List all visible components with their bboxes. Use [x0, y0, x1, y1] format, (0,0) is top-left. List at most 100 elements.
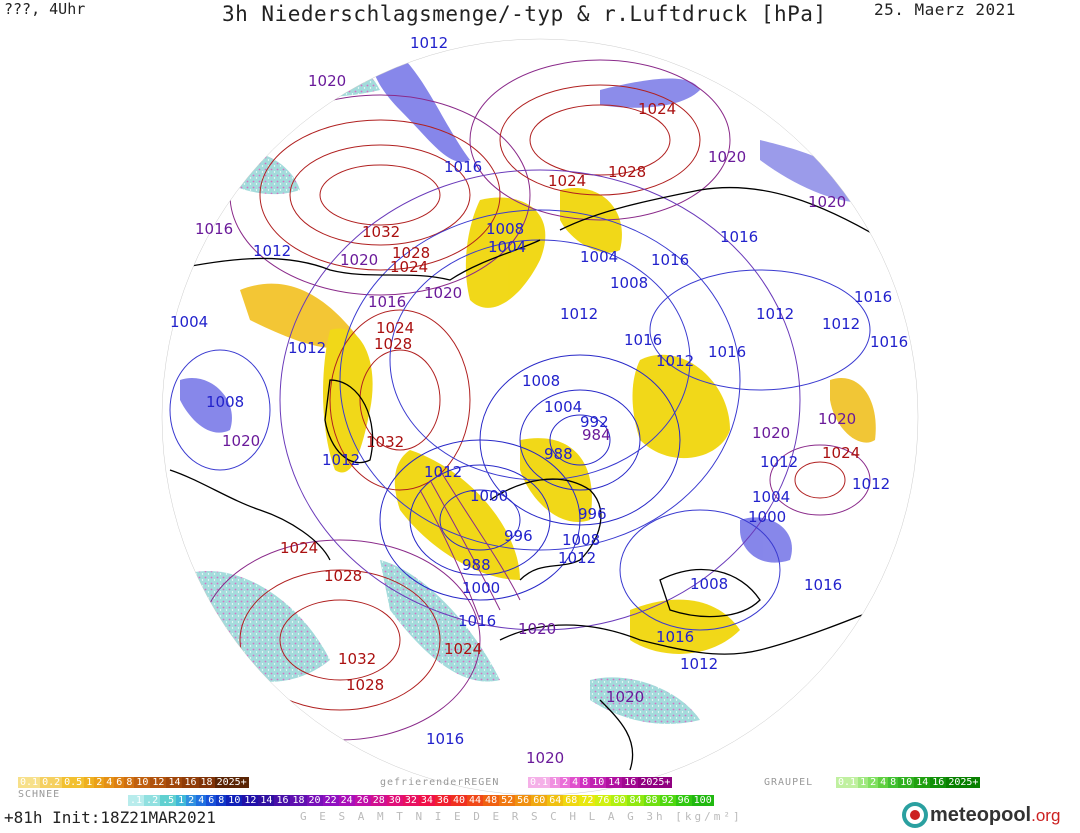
precip-field	[465, 197, 546, 308]
legend-swatch: 48	[483, 795, 500, 806]
legend-swatch: 84	[627, 795, 644, 806]
isobar-label: 1008	[206, 393, 244, 411]
isobar-label: 1000	[462, 579, 500, 597]
isobar-label: 1020	[818, 410, 856, 428]
isobar-label: 1012	[656, 352, 694, 370]
legend-swatch: 10	[134, 777, 151, 788]
coastline-layer	[169, 186, 901, 771]
precip-field	[371, 40, 470, 162]
isobar-label: 1016	[624, 331, 662, 349]
legend-swatch: 10	[226, 795, 243, 806]
graupel-legend-scale: 0.1 1 2 4 8 10 14 16 2025+	[836, 777, 981, 788]
pressure-label-layer: 1012 1020 1016 1024 1028 1020 1024 1020 1016 1012…	[170, 34, 908, 767]
legend-swatch: 6	[206, 795, 217, 806]
isobar-label: 1012	[822, 315, 860, 333]
legend-swatch: 18	[290, 795, 307, 806]
isobar-label: 1024	[444, 640, 482, 658]
legend-swatch: 34	[418, 795, 435, 806]
precip-field	[590, 677, 700, 724]
legend-swatch: 26	[354, 795, 371, 806]
legend-swatch: 92	[659, 795, 676, 806]
isobar-label: 1012	[253, 242, 291, 260]
legend-swatch: 4	[570, 777, 581, 788]
isobar-label: 1032	[366, 433, 404, 451]
legend-swatch: 56	[515, 795, 532, 806]
legend-swatch: 40	[450, 795, 467, 806]
legend-swatch: 2	[560, 777, 571, 788]
isobar-label: 1016	[804, 576, 842, 594]
valid-time-label: ???, 4Uhr	[4, 0, 86, 18]
legend-swatch: 12	[150, 777, 167, 788]
legend-swatch: 28	[370, 795, 387, 806]
legend-swatch: 14	[258, 795, 275, 806]
legend-swatch: 96	[675, 795, 692, 806]
isobar-label: 1024	[548, 172, 586, 190]
legend-swatch: 30	[386, 795, 403, 806]
legend-swatch: 1	[550, 777, 561, 788]
legend-swatch: 72	[579, 795, 596, 806]
isobar-label: 1012	[424, 463, 462, 481]
isobar-label: 1012	[558, 549, 596, 567]
meteopool-logo-text: meteopool.org	[930, 803, 1061, 826]
isobar-label: 1016	[720, 228, 758, 246]
legend-swatch: 0.5	[62, 777, 85, 788]
isobar-label: 1020	[222, 432, 260, 450]
legend-swatch: 16	[622, 777, 639, 788]
legend-swatch: 20	[306, 795, 323, 806]
legend-swatch: 1	[84, 777, 95, 788]
legend-swatch: 14	[606, 777, 623, 788]
isobar-label: 1016	[656, 628, 694, 646]
isobar-label: 1012	[560, 305, 598, 323]
isobar-label: 1020	[606, 688, 644, 706]
isobar-label: 996	[578, 505, 607, 523]
isobar-label: 1024	[638, 100, 676, 118]
isobar-label: 1016	[458, 612, 496, 630]
legend-swatch: 32	[402, 795, 419, 806]
isobar-label: 1028	[392, 244, 430, 262]
precip-field	[180, 378, 232, 433]
isobar-label: 1012	[760, 453, 798, 471]
legend-swatch: 2	[94, 777, 105, 788]
isobar-label: 1020	[340, 251, 378, 269]
isobar-label: 992	[580, 413, 609, 431]
isobar-label: 1008	[610, 274, 648, 292]
freezing-rain-legend-scale: 0.1 1 2 4 8 10 14 16 2025+	[528, 777, 673, 788]
isobar-label: 1008	[486, 220, 524, 238]
freezing-rain-legend-title: gefrierenderREGEN	[380, 777, 500, 788]
legend-swatch: 0.1	[836, 777, 859, 788]
isobar-label: 1004	[752, 488, 790, 506]
isobar-label: 1028	[324, 567, 362, 585]
isobar-label: 1008	[690, 575, 728, 593]
legend-swatch: 2025+	[946, 777, 981, 788]
isobar-label: 1024	[376, 319, 414, 337]
legend-swatch: 76	[595, 795, 612, 806]
isobar-label: 1008	[522, 372, 560, 390]
legend-swatch: 14	[166, 777, 183, 788]
legend-swatch: 52	[499, 795, 516, 806]
legend-swatch: 1	[176, 795, 187, 806]
isobar-label: 988	[462, 556, 491, 574]
legend-swatch: 2025+	[638, 777, 673, 788]
legend-swatch: 88	[643, 795, 660, 806]
isobar-label: 1020	[308, 72, 346, 90]
isobar-label: 1016	[368, 293, 406, 311]
graupel-legend-title: GRAUPEL	[764, 777, 814, 788]
legend-swatch: 100	[691, 795, 714, 806]
legend-swatch: 60	[531, 795, 548, 806]
isobar-label: 1024	[280, 539, 318, 557]
map-date: 25. Maerz 2021	[874, 0, 1016, 19]
legend-swatch: 36	[434, 795, 451, 806]
isobar-label: 1020	[752, 424, 790, 442]
legend-swatch: 24	[338, 795, 355, 806]
legend-swatch: 8	[124, 777, 135, 788]
isobar-label: 1000	[748, 508, 786, 526]
legend-swatch: 0.2	[40, 777, 63, 788]
legend-swatch: 0.1	[528, 777, 551, 788]
isobar-label: 984	[582, 426, 611, 444]
forecast-init-label: +81h Init:18Z21MAR2021	[4, 808, 216, 827]
meteopool-logo[interactable]: meteopool.org	[900, 800, 1060, 830]
legend-swatch: 2	[868, 777, 879, 788]
isobar-label: 1032	[338, 650, 376, 668]
globe-disc	[162, 39, 918, 795]
precip-field	[600, 78, 700, 108]
